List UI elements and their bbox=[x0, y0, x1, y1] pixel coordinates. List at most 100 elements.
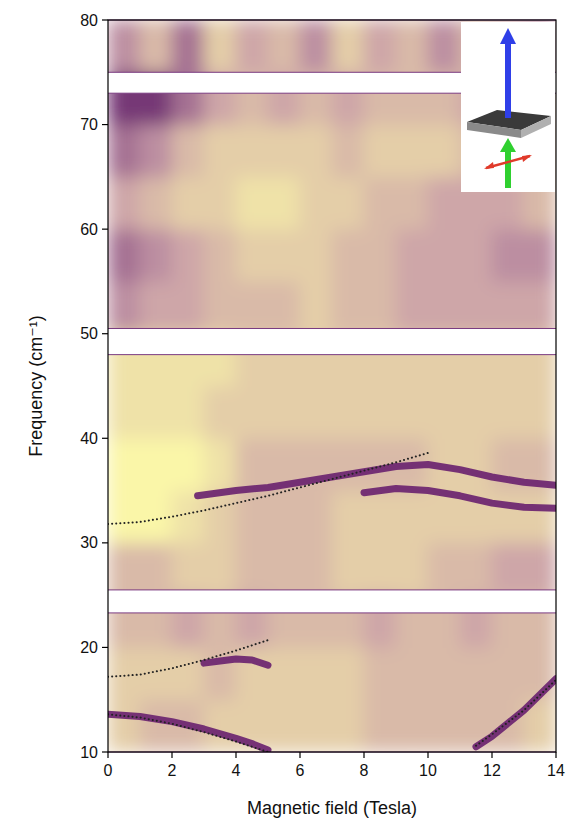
lines bbox=[108, 453, 556, 752]
ridge bbox=[204, 659, 268, 665]
cell bbox=[396, 386, 429, 439]
cell bbox=[396, 542, 429, 595]
chart: 024681012141020304050607080Magnetic fiel… bbox=[0, 0, 576, 839]
cell bbox=[268, 281, 301, 334]
fit-line bbox=[476, 680, 556, 746]
cell bbox=[236, 595, 269, 648]
cell bbox=[172, 647, 205, 700]
cell bbox=[172, 438, 205, 491]
cell bbox=[108, 490, 141, 543]
cell bbox=[268, 647, 301, 700]
y-tick-label: 30 bbox=[80, 534, 98, 551]
cell bbox=[332, 20, 365, 73]
cell bbox=[332, 490, 365, 543]
cell bbox=[204, 699, 237, 752]
cell bbox=[300, 20, 333, 73]
band-edge bbox=[108, 612, 556, 613]
x-tick-label: 8 bbox=[360, 762, 369, 779]
cell bbox=[140, 490, 173, 543]
cell bbox=[236, 386, 269, 439]
fit-line bbox=[108, 640, 268, 677]
x-tick-label: 12 bbox=[483, 762, 501, 779]
fit-line bbox=[108, 453, 428, 524]
cell bbox=[108, 647, 141, 700]
y-tick bbox=[102, 751, 108, 752]
inset-ground bbox=[461, 22, 555, 192]
y-tick-label: 10 bbox=[80, 744, 98, 761]
blue-arrow-head bbox=[500, 28, 516, 44]
cell bbox=[108, 438, 141, 491]
red-arrow-head bbox=[484, 162, 494, 169]
cell bbox=[332, 386, 365, 439]
cell bbox=[396, 281, 429, 334]
cell bbox=[172, 229, 205, 282]
cell bbox=[172, 281, 205, 334]
cell bbox=[140, 333, 173, 386]
cell bbox=[172, 176, 205, 229]
inset bbox=[461, 22, 555, 192]
cell bbox=[300, 542, 333, 595]
cell bbox=[364, 176, 397, 229]
cell bbox=[268, 20, 301, 73]
cell bbox=[140, 542, 173, 595]
cell bbox=[140, 176, 173, 229]
cell bbox=[140, 124, 173, 177]
cell bbox=[204, 72, 237, 125]
cell bbox=[364, 72, 397, 125]
cell bbox=[332, 438, 365, 491]
x-tick bbox=[235, 752, 236, 758]
y-tick bbox=[102, 124, 108, 125]
cell bbox=[428, 699, 461, 752]
cell bbox=[428, 386, 461, 439]
cell bbox=[236, 176, 269, 229]
cell bbox=[268, 229, 301, 282]
x-tick bbox=[555, 752, 556, 758]
cell bbox=[204, 176, 237, 229]
cell bbox=[300, 647, 333, 700]
cell bbox=[396, 176, 429, 229]
cell bbox=[524, 229, 557, 282]
cell bbox=[172, 386, 205, 439]
cell bbox=[108, 281, 141, 334]
cell bbox=[300, 333, 333, 386]
x-tick-label: 4 bbox=[232, 762, 241, 779]
cell bbox=[460, 647, 493, 700]
y-tick-label: 50 bbox=[80, 325, 98, 342]
cell bbox=[172, 595, 205, 648]
cell bbox=[300, 176, 333, 229]
y-tick-label: 80 bbox=[80, 12, 98, 29]
cell bbox=[332, 647, 365, 700]
cell bbox=[396, 124, 429, 177]
cell bbox=[524, 333, 557, 386]
cell bbox=[460, 333, 493, 386]
cell bbox=[172, 124, 205, 177]
cell bbox=[428, 229, 461, 282]
cell bbox=[332, 333, 365, 386]
cell bbox=[140, 386, 173, 439]
cell bbox=[428, 647, 461, 700]
y-tick bbox=[102, 333, 108, 334]
cell bbox=[236, 229, 269, 282]
cell bbox=[428, 542, 461, 595]
cell bbox=[204, 333, 237, 386]
y-tick bbox=[102, 438, 108, 439]
cell bbox=[396, 490, 429, 543]
cell bbox=[364, 542, 397, 595]
cells bbox=[108, 20, 557, 753]
cell bbox=[204, 20, 237, 73]
cell bbox=[396, 72, 429, 125]
cell bbox=[396, 229, 429, 282]
cell bbox=[300, 124, 333, 177]
cell bbox=[268, 72, 301, 125]
cell bbox=[172, 542, 205, 595]
y-tick-label: 60 bbox=[80, 221, 98, 238]
cell bbox=[332, 699, 365, 752]
cell bbox=[172, 333, 205, 386]
red-arrow-head bbox=[522, 155, 532, 162]
cell bbox=[172, 20, 205, 73]
cell bbox=[236, 490, 269, 543]
band-edge bbox=[108, 328, 556, 329]
cell bbox=[396, 333, 429, 386]
cell bbox=[332, 229, 365, 282]
cell bbox=[364, 595, 397, 648]
